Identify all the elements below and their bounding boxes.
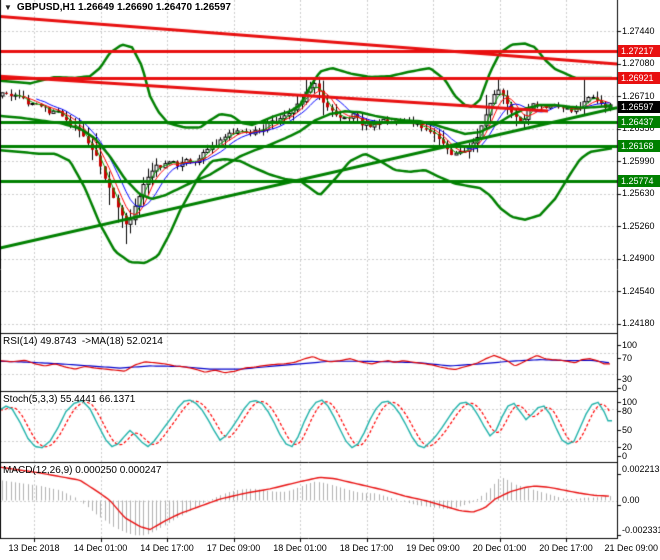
symbol-dropdown-icon[interactable]: ▼ bbox=[4, 2, 12, 12]
rsi-indicator-label: RSI(14) 49.8743 ->MA(18) 52.0214 bbox=[3, 336, 163, 347]
macd-indicator-label: MACD(12,26,9) 0.000250 0.000247 bbox=[3, 465, 162, 476]
stoch-indicator-label: Stoch(5,3,3) 55.4441 66.1371 bbox=[3, 394, 136, 405]
chart-header: ▼ GBPUSD,H1 1.26649 1.26690 1.26470 1.26… bbox=[4, 1, 231, 14]
chart-title: GBPUSD,H1 1.26649 1.26690 1.26470 1.2659… bbox=[16, 2, 231, 13]
